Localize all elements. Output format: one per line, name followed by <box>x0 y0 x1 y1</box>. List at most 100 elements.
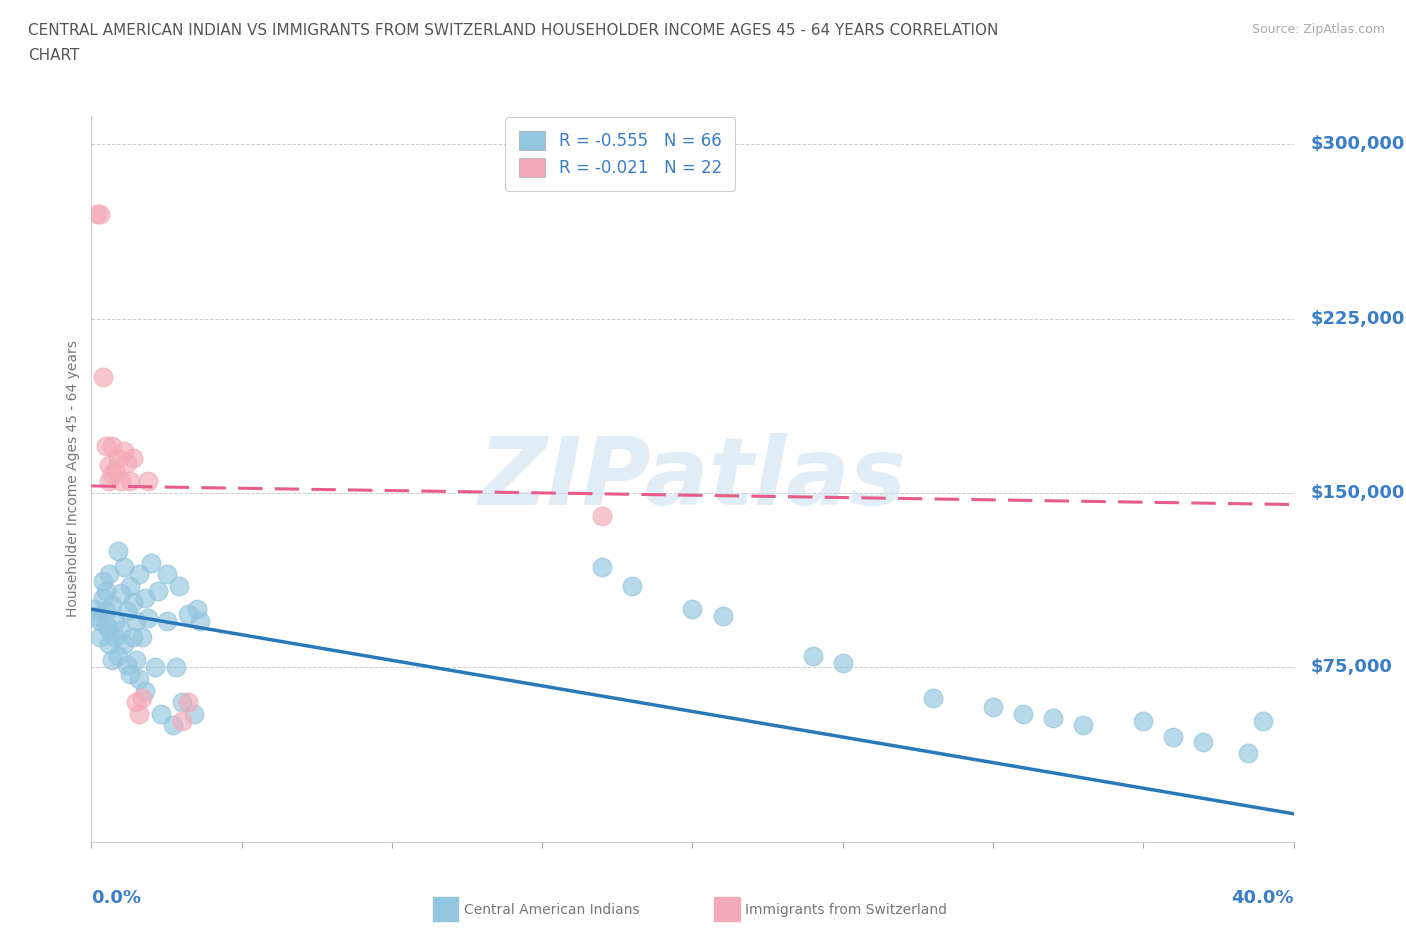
Point <box>165 660 187 675</box>
Point <box>96 618 118 633</box>
Point <box>621 578 644 593</box>
Point <box>122 630 145 644</box>
Point <box>143 660 166 675</box>
Text: $150,000: $150,000 <box>1310 484 1405 502</box>
Text: Immigrants from Switzerland: Immigrants from Switzerland <box>745 902 948 917</box>
Point <box>188 614 211 629</box>
Point <box>122 451 145 466</box>
Point <box>114 637 136 652</box>
Point <box>167 578 190 593</box>
Point <box>93 574 115 589</box>
Text: $75,000: $75,000 <box>1310 658 1392 676</box>
Point <box>98 458 121 472</box>
Point <box>146 583 169 598</box>
Point <box>981 699 1004 714</box>
Point <box>86 206 108 221</box>
Point <box>93 369 115 384</box>
Y-axis label: Householder Income Ages 45 - 64 years: Householder Income Ages 45 - 64 years <box>66 340 80 618</box>
Point <box>107 543 129 558</box>
Point <box>176 695 198 710</box>
Text: 40.0%: 40.0% <box>1232 889 1294 907</box>
Point <box>128 707 150 722</box>
Point <box>96 583 118 598</box>
Point <box>117 456 139 471</box>
Point <box>1161 729 1184 744</box>
Point <box>1042 711 1064 725</box>
Text: CHART: CHART <box>28 48 80 63</box>
Point <box>107 648 129 663</box>
Point <box>98 567 121 582</box>
Point <box>591 509 613 524</box>
Point <box>89 206 111 221</box>
Point <box>1237 746 1260 761</box>
Point <box>89 614 111 629</box>
Point <box>1012 707 1035 722</box>
Point <box>801 648 824 663</box>
Point <box>831 656 853 671</box>
Point <box>98 623 121 638</box>
Point <box>176 606 198 621</box>
Point <box>104 614 127 629</box>
Point <box>141 555 163 570</box>
Point <box>125 695 148 710</box>
Point <box>110 623 132 638</box>
Point <box>681 602 703 617</box>
Point <box>1071 718 1094 733</box>
Point <box>170 695 193 710</box>
Point <box>120 578 142 593</box>
Point <box>101 597 124 612</box>
Point <box>131 690 153 705</box>
Text: 0.0%: 0.0% <box>91 889 142 907</box>
Text: CENTRAL AMERICAN INDIAN VS IMMIGRANTS FROM SWITZERLAND HOUSEHOLDER INCOME AGES 4: CENTRAL AMERICAN INDIAN VS IMMIGRANTS FR… <box>28 23 998 38</box>
Point <box>101 439 124 454</box>
Point <box>591 560 613 575</box>
Point <box>922 690 945 705</box>
Point <box>162 718 184 733</box>
Point <box>131 630 153 644</box>
Point <box>711 609 734 624</box>
Point <box>101 653 124 668</box>
Point <box>125 614 148 629</box>
Point <box>149 707 172 722</box>
Point <box>98 637 121 652</box>
Text: $300,000: $300,000 <box>1310 135 1405 153</box>
Point <box>134 591 156 605</box>
Point <box>110 586 132 601</box>
Point <box>1192 735 1215 750</box>
Point <box>96 439 118 454</box>
Point <box>117 604 139 619</box>
Point <box>128 671 150 686</box>
Point <box>101 467 124 482</box>
Point <box>134 683 156 698</box>
Text: $225,000: $225,000 <box>1310 310 1405 327</box>
Point <box>125 653 148 668</box>
Point <box>122 595 145 610</box>
Point <box>155 567 177 582</box>
Point <box>89 630 111 644</box>
Point <box>138 611 160 626</box>
Point <box>138 474 160 489</box>
Point <box>120 667 142 682</box>
Point <box>114 444 136 458</box>
Point <box>104 462 127 477</box>
Text: Central American Indians: Central American Indians <box>464 902 640 917</box>
Point <box>120 474 142 489</box>
Point <box>170 713 193 728</box>
Point <box>1132 713 1154 728</box>
Point <box>83 602 105 617</box>
Point <box>114 560 136 575</box>
Text: ZIPatlas: ZIPatlas <box>478 433 907 525</box>
Text: Source: ZipAtlas.com: Source: ZipAtlas.com <box>1251 23 1385 36</box>
Point <box>128 567 150 582</box>
Point <box>155 614 177 629</box>
Point <box>107 451 129 466</box>
Point <box>117 658 139 672</box>
Point <box>1253 713 1275 728</box>
Point <box>110 474 132 489</box>
Point <box>86 609 108 624</box>
Legend: R = -0.555   N = 66, R = -0.021   N = 22: R = -0.555 N = 66, R = -0.021 N = 22 <box>505 117 735 191</box>
Point <box>183 707 205 722</box>
Point <box>96 604 118 619</box>
Point <box>98 474 121 489</box>
Point <box>104 630 127 644</box>
